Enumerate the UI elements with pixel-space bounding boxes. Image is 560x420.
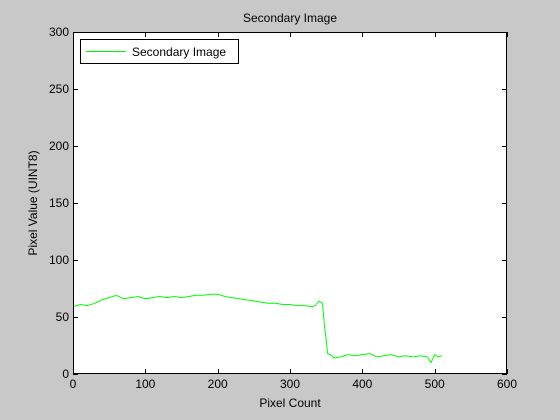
y-tick-label: 50 bbox=[56, 310, 70, 324]
plot-area bbox=[73, 32, 507, 374]
series-layer bbox=[72, 293, 443, 364]
y-tick-label: 150 bbox=[49, 196, 69, 210]
y-tick-label: 0 bbox=[62, 367, 69, 381]
x-tick-label: 500 bbox=[425, 377, 445, 391]
y-tick-label: 300 bbox=[49, 25, 69, 39]
plot-frame bbox=[73, 32, 507, 374]
x-tick-label: 400 bbox=[352, 377, 372, 391]
y-axis-label: Pixel Value (UINT8) bbox=[26, 150, 40, 255]
x-tick-label: 300 bbox=[280, 377, 300, 391]
x-tick-label: 0 bbox=[70, 377, 77, 391]
x-tick-label: 600 bbox=[497, 377, 517, 391]
y-tick-label: 200 bbox=[49, 139, 69, 153]
y-tick-label: 100 bbox=[49, 253, 69, 267]
x-axis-label: Pixel Count bbox=[259, 396, 321, 410]
tick-labels: 0 100 200 300 400 500 600 0 50 100 150 200 250 300 bbox=[49, 25, 517, 391]
legend: Secondary Image bbox=[80, 39, 239, 64]
series-line bbox=[72, 293, 443, 364]
y-tick-label: 250 bbox=[49, 82, 69, 96]
x-tick-label: 100 bbox=[135, 377, 155, 391]
x-tick-label: 200 bbox=[208, 377, 228, 391]
chart-title: Secondary Image bbox=[243, 11, 337, 25]
legend-label: Secondary Image bbox=[132, 45, 226, 59]
